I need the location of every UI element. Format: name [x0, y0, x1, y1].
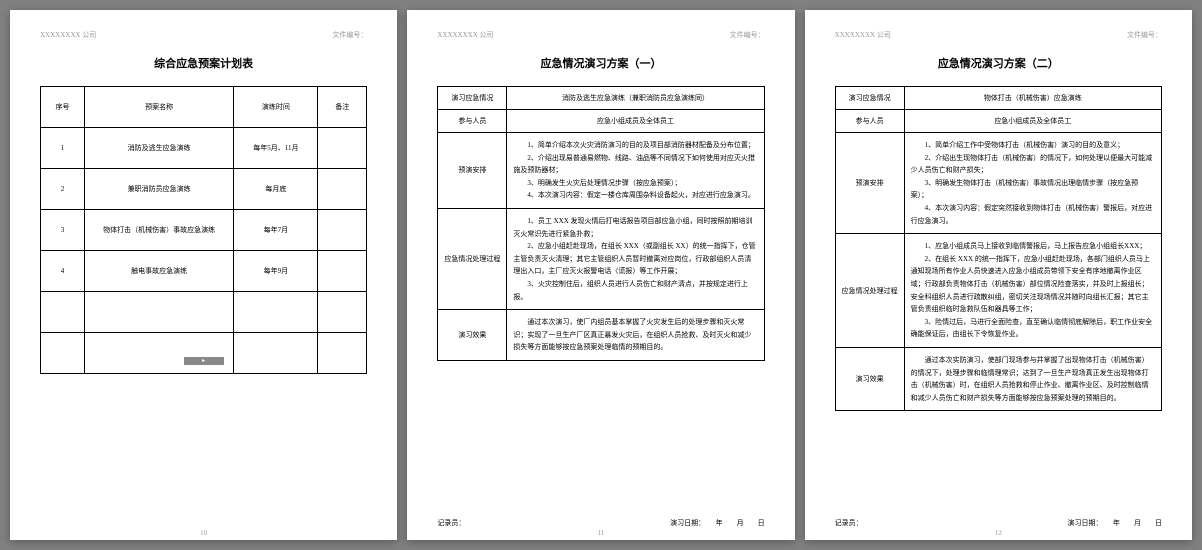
row-process: 应急情况处理过程 1、应急小组成员马上接收到临情警报后，马上报告应急小组组长XX…: [835, 234, 1161, 348]
row-arrangement: 预演安排 1、简单介绍本次火灾消防演习的目的及项目部消防器材配备及分布位置； 2…: [438, 133, 764, 209]
label-arrangement: 预演安排: [438, 133, 507, 209]
date-label: 演习日期： 年 月 日: [670, 518, 765, 528]
col-name: 预案名称: [85, 87, 234, 128]
row-process: 应急情况处理过程 1、员工 XXX 发现火情后打电话报告项目部应急小组，同时按照…: [438, 208, 764, 309]
label-effect: 演习效果: [835, 347, 904, 410]
page-title: 应急情况演习方案（二）: [835, 55, 1162, 71]
row-participants: 参与人员 应急小组成员及全体员工: [835, 110, 1161, 133]
table-row: [41, 292, 367, 333]
label-situation: 演习应急情况: [438, 87, 507, 110]
col-seq: 序号: [41, 87, 85, 128]
page-2: XXXXXXXX 公司 文件编号： 应急情况演习方案（一） 演习应急情况 消防及…: [407, 10, 794, 540]
page-1: XXXXXXXX 公司 文件编号： 综合应急预案计划表 序号 预案名称 演练时间…: [10, 10, 397, 540]
date-label: 演习日期： 年 月 日: [1067, 518, 1162, 528]
row-situation: 演习应急情况 物体打击（机械伤害）应急演练: [835, 87, 1161, 110]
page-number: 11: [407, 529, 794, 537]
val-effect: 通过本次实防演习，使部门现场参与并掌握了出现物体打击（机械伤害）的情况下，处理步…: [904, 347, 1161, 410]
company-name: XXXXXXXX 公司: [40, 30, 96, 40]
val-process: 1、应急小组成员马上接收到临情警报后，马上报告应急小组组长XXX； 2、在组长 …: [904, 234, 1161, 348]
page-title: 综合应急预案计划表: [40, 55, 367, 71]
scheme-table: 演习应急情况 物体打击（机械伤害）应急演练 参与人员 应急小组成员及全体员工 预…: [835, 86, 1162, 411]
docno-label: 文件编号：: [1127, 30, 1162, 40]
label-participants: 参与人员: [835, 110, 904, 133]
label-arrangement: 预演安排: [835, 133, 904, 234]
page-footer: 记录员： 演习日期： 年 月 日: [835, 518, 1162, 528]
col-time: 演练时间: [234, 87, 318, 128]
docno-label: 文件编号：: [332, 30, 367, 40]
scroll-indicator[interactable]: ▸: [184, 357, 224, 365]
page-header: XXXXXXXX 公司 文件编号：: [437, 30, 764, 40]
page-number: 10: [10, 529, 397, 537]
page-title: 应急情况演习方案（一）: [437, 55, 764, 71]
label-process: 应急情况处理过程: [438, 208, 507, 309]
company-name: XXXXXXXX 公司: [835, 30, 891, 40]
plan-table: 序号 预案名称 演练时间 备注 1消防及逃生应急演练每年5月、11月 2兼职消防…: [40, 86, 367, 374]
table-row: 4触电事故应急演练每年9月: [41, 251, 367, 292]
table-row: 1消防及逃生应急演练每年5月、11月: [41, 128, 367, 169]
val-situation: 物体打击（机械伤害）应急演练: [904, 87, 1161, 110]
company-name: XXXXXXXX 公司: [437, 30, 493, 40]
page-header: XXXXXXXX 公司 文件编号：: [40, 30, 367, 40]
page-number: 12: [805, 529, 1192, 537]
table-row: 3物体打击（机械伤害）事故应急演练每年7月: [41, 210, 367, 251]
label-participants: 参与人员: [438, 110, 507, 133]
val-participants: 应急小组成员及全体员工: [904, 110, 1161, 133]
label-effect: 演习效果: [438, 310, 507, 361]
row-arrangement: 预演安排 1、简单介绍工作中受物体打击（机械伤害）演习的目的及意义； 2、介绍出…: [835, 133, 1161, 234]
recorder-label: 记录员：: [437, 518, 465, 528]
row-effect: 演习效果 通过本次实防演习，使部门现场参与并掌握了出现物体打击（机械伤害）的情况…: [835, 347, 1161, 410]
val-process: 1、员工 XXX 发现火情后打电话报告项目部应急小组，同时按照前期培训灭火常识先…: [507, 208, 764, 309]
table-row: 2兼职消防员应急演练每月底: [41, 169, 367, 210]
label-process: 应急情况处理过程: [835, 234, 904, 348]
page-footer: 记录员： 演习日期： 年 月 日: [437, 518, 764, 528]
val-participants: 应急小组成员及全体员工: [507, 110, 764, 133]
row-situation: 演习应急情况 消防及逃生应急演练（兼职消防员应急演练同）: [438, 87, 764, 110]
val-arrangement: 1、简单介绍本次火灾消防演习的目的及项目部消防器材配备及分布位置； 2、介绍出现…: [507, 133, 764, 209]
col-remark: 备注: [318, 87, 367, 128]
label-situation: 演习应急情况: [835, 87, 904, 110]
docno-label: 文件编号：: [730, 30, 765, 40]
val-effect: 通过本次演习，使厂内组员基本掌握了火灾发生后的处理步骤和灭火常识；实现了一旦生产…: [507, 310, 764, 361]
val-situation: 消防及逃生应急演练（兼职消防员应急演练同）: [507, 87, 764, 110]
recorder-label: 记录员：: [835, 518, 863, 528]
page-3: XXXXXXXX 公司 文件编号： 应急情况演习方案（二） 演习应急情况 物体打…: [805, 10, 1192, 540]
val-arrangement: 1、简单介绍工作中受物体打击（机械伤害）演习的目的及意义； 2、介绍出生现物体打…: [904, 133, 1161, 234]
scheme-table: 演习应急情况 消防及逃生应急演练（兼职消防员应急演练同） 参与人员 应急小组成员…: [437, 86, 764, 361]
table-header-row: 序号 预案名称 演练时间 备注: [41, 87, 367, 128]
table-row: [41, 333, 367, 374]
row-participants: 参与人员 应急小组成员及全体员工: [438, 110, 764, 133]
row-effect: 演习效果 通过本次演习，使厂内组员基本掌握了火灾发生后的处理步骤和灭火常识；实现…: [438, 310, 764, 361]
page-header: XXXXXXXX 公司 文件编号：: [835, 30, 1162, 40]
